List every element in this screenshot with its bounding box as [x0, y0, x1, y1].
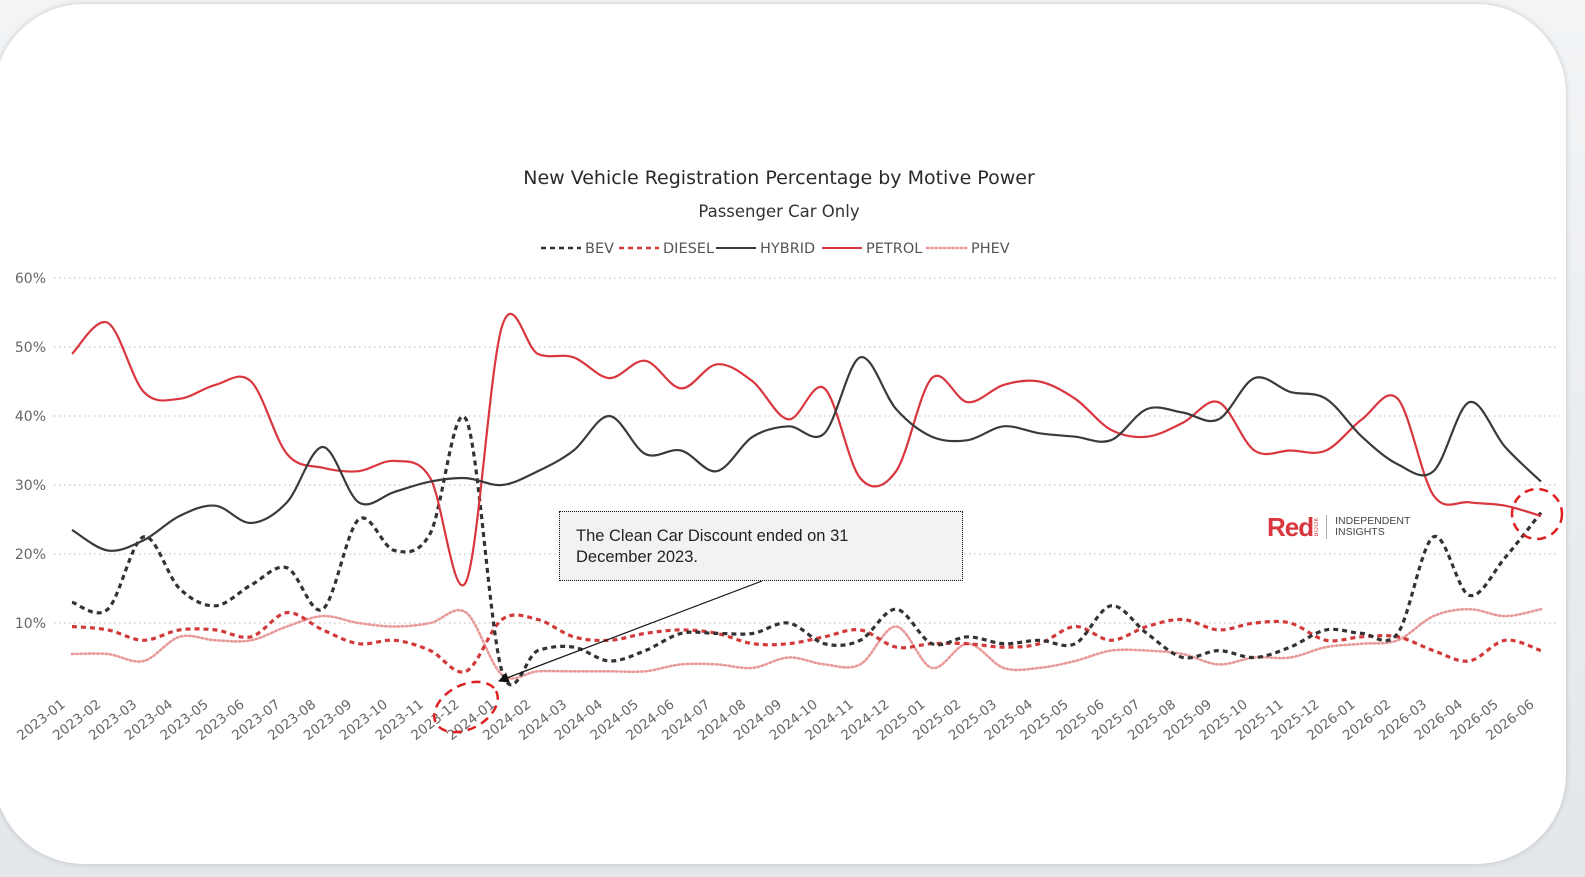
y-tick-label: 20% — [15, 547, 46, 563]
grid-lines — [54, 277, 1558, 624]
series-line-hybrid — [71, 356, 1542, 552]
series-lines — [70, 312, 1543, 687]
y-tick-label: 40% — [15, 409, 46, 425]
logo-sub: BOOK — [1314, 517, 1321, 537]
x-axis: 2023-012023-022023-032023-042023-052023-… — [14, 697, 1537, 744]
logo-tagline-line2: INSIGHTS — [1335, 526, 1385, 538]
series-line-petrol — [71, 312, 1542, 587]
legend-label-petrol: PETROL — [866, 241, 922, 257]
y-tick-label: 10% — [15, 616, 46, 632]
chart-title: New Vehicle Registration Percentage by M… — [523, 167, 1035, 189]
y-axis: 10% 20% 30% 40% 50% 60% — [15, 271, 46, 632]
legend-label-phev: PHEV — [971, 241, 1010, 257]
legend-label-bev: BEV — [585, 241, 614, 257]
highlight-circle-2026-06 — [1510, 487, 1564, 541]
highlight-circle-2024-01 — [433, 680, 499, 734]
logo-separator — [1326, 515, 1328, 539]
annotation-callout: The Clean Car Discount ended on 31 Decem… — [559, 511, 963, 581]
y-tick-label: 50% — [15, 340, 46, 356]
chart-legend: BEV DIESEL HYBRID PETROL PHEV — [541, 241, 1010, 257]
series-line-phev — [70, 607, 1543, 680]
y-tick-label: 30% — [15, 478, 46, 494]
legend-label-diesel: DIESEL — [663, 241, 714, 257]
logo-tagline-line1: INDEPENDENT — [1335, 515, 1411, 527]
series-line-diesel — [71, 610, 1542, 674]
y-tick-label: 60% — [15, 271, 46, 287]
logo-wordmark: Red — [1267, 511, 1314, 542]
logo-tagline: INDEPENDENT INSIGHTS — [1335, 516, 1410, 538]
chart-card — [0, 4, 1566, 864]
chart-subtitle: Passenger Car Only — [698, 202, 859, 221]
annotation-text-line1: The Clean Car Discount ended on 31 — [576, 527, 849, 545]
legend-label-hybrid: HYBRID — [760, 241, 815, 257]
annotation-arrow — [497, 580, 763, 683]
redbook-logo: Red BOOK INDEPENDENT INSIGHTS — [1267, 512, 1410, 542]
annotation-text-line2: December 2023. — [576, 548, 698, 566]
series-line-bev — [71, 414, 1543, 687]
